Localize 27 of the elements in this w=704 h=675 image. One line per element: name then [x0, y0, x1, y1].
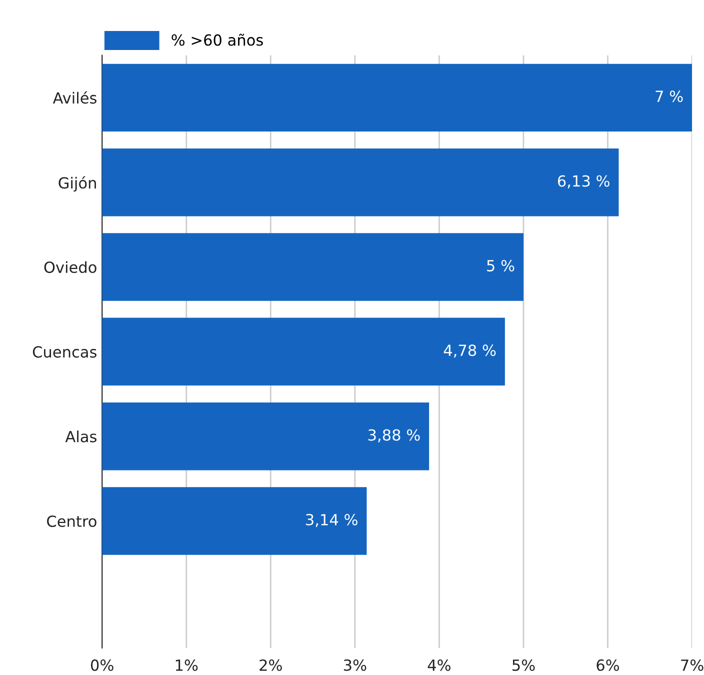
- x-tick-label: 3%: [344, 659, 366, 671]
- y-tick-label: Avilés: [52, 91, 96, 104]
- bar: [102, 487, 367, 555]
- bar: [102, 148, 619, 216]
- data-label: 4,78 %: [444, 344, 496, 358]
- x-tick-label: 5%: [512, 659, 535, 671]
- bar: [102, 318, 505, 386]
- data-label: 6,13 %: [558, 175, 610, 188]
- x-tick-label: 0%: [90, 659, 114, 671]
- x-tick-label: 1%: [176, 659, 198, 671]
- data-label: 7 %: [656, 90, 683, 102]
- y-tick-label: Gijón: [58, 176, 96, 192]
- y-tick-label: Alas: [65, 430, 96, 442]
- legend-label: % >60 años: [172, 34, 263, 46]
- x-tick-label: 2%: [260, 659, 282, 671]
- y-tick-label: Oviedo: [44, 261, 96, 274]
- x-tick-label: 4%: [428, 659, 450, 671]
- bar: [102, 233, 524, 301]
- x-tick-label: 6%: [596, 659, 620, 671]
- bar: [102, 402, 430, 470]
- bar: [102, 64, 692, 132]
- data-label: 5 %: [487, 260, 514, 272]
- data-label: 3,14 %: [306, 514, 358, 527]
- y-tick-label: Centro: [47, 515, 96, 528]
- data-label: 3,88 %: [368, 429, 420, 442]
- y-tick-label: Cuencas: [32, 346, 96, 358]
- x-tick-label: 7%: [681, 659, 704, 671]
